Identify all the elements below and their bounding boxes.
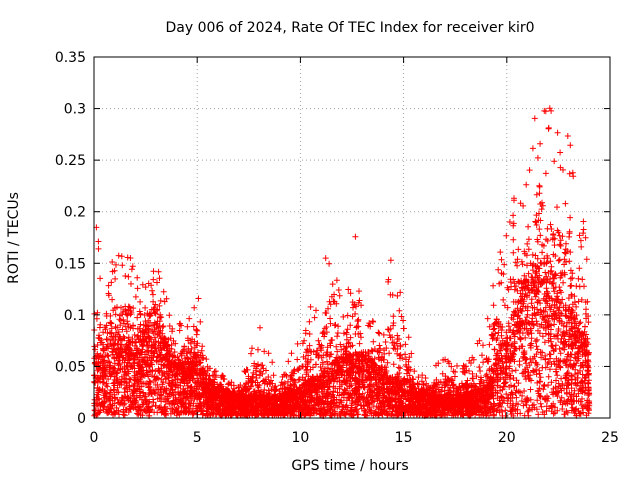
x-tick-labels: 0 5 10 15 20 25 <box>90 430 619 446</box>
x-tick-label: 10 <box>291 430 309 446</box>
y-tick-label: 0.2 <box>64 205 86 221</box>
x-tick-label: 0 <box>90 430 99 446</box>
x-tick-label: 15 <box>395 430 413 446</box>
x-axis-label: GPS time / hours <box>291 458 408 474</box>
y-tick-label: 0.05 <box>55 359 86 375</box>
y-tick-label: 0.3 <box>64 102 86 118</box>
roti-point-markers <box>91 105 593 419</box>
y-tick-label: 0.35 <box>55 50 86 66</box>
x-tick-label: 5 <box>193 430 202 446</box>
data-series-roti <box>91 105 593 419</box>
axis-ticks <box>93 56 611 419</box>
y-tick-label: 0.25 <box>55 153 86 169</box>
plot-frame <box>93 56 611 419</box>
chart-title: Day 006 of 2024, Rate Of TEC Index for r… <box>165 20 534 36</box>
x-tick-label: 25 <box>601 430 619 446</box>
y-tick-label: 0 <box>77 411 86 427</box>
y-tick-label: 0.15 <box>55 256 86 272</box>
y-tick-label: 0.1 <box>64 308 86 324</box>
y-tick-labels: 0 0.05 0.1 0.15 0.2 0.25 0.3 0.35 <box>55 50 86 427</box>
y-axis-label: ROTI / TECUs <box>6 192 22 284</box>
x-tick-label: 20 <box>498 430 516 446</box>
